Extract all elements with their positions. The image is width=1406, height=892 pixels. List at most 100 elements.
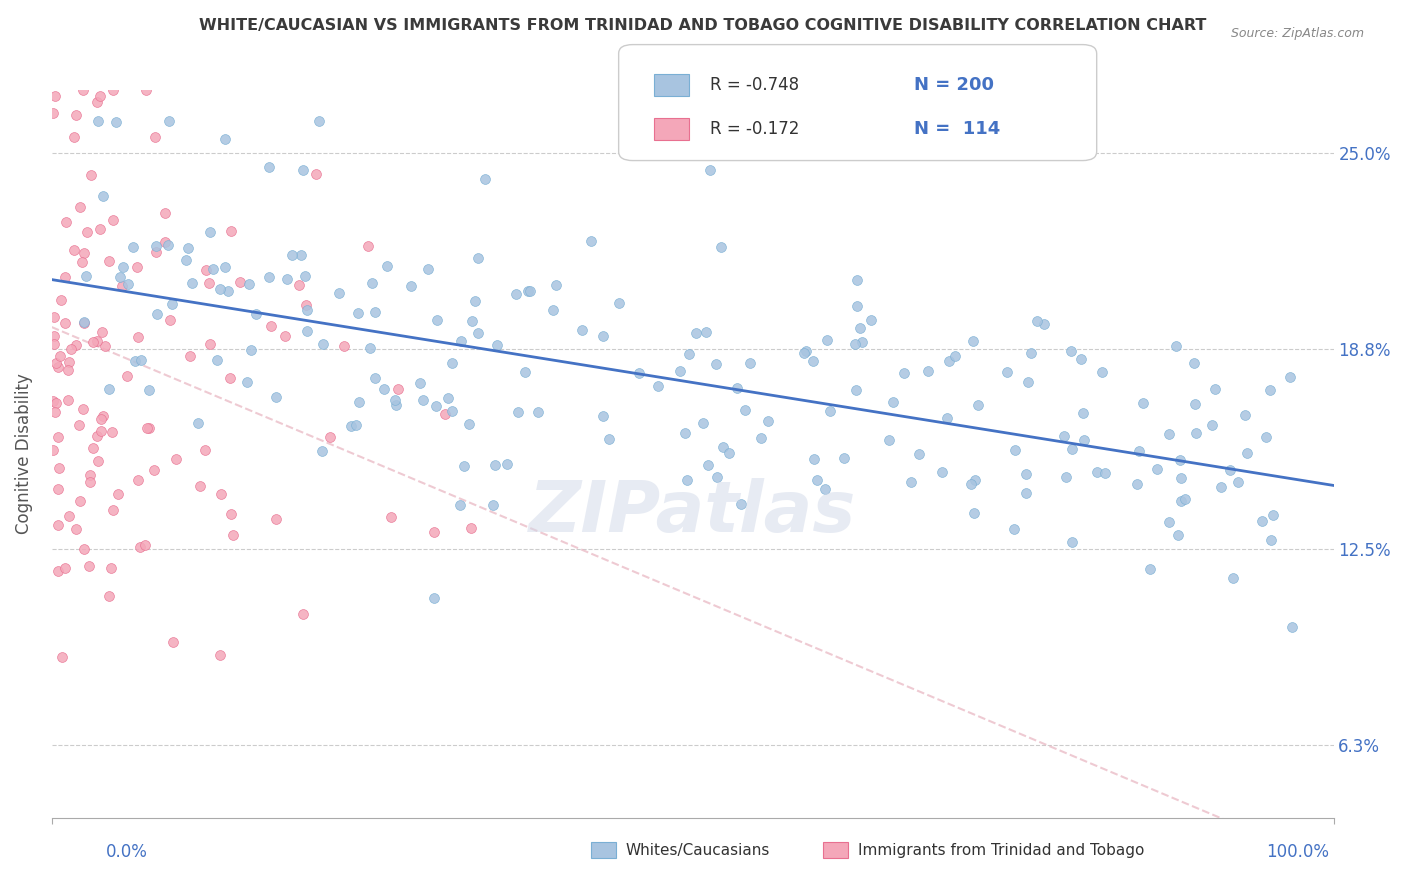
- Point: [851, 335, 873, 350]
- Point: [592, 329, 614, 343]
- Point: [55, 215, 77, 229]
- Point: [89, 222, 111, 236]
- Point: [67, 418, 90, 433]
- Point: [380, 509, 402, 524]
- Point: [288, 278, 311, 293]
- Point: [1233, 408, 1256, 422]
- Point: [1222, 571, 1244, 585]
- Point: [879, 433, 901, 447]
- Point: [90, 424, 112, 438]
- Point: [449, 499, 471, 513]
- Point: [416, 261, 439, 276]
- Text: N = 200: N = 200: [914, 76, 994, 94]
- Point: [900, 475, 922, 490]
- Point: [1128, 443, 1150, 458]
- Point: [42, 106, 65, 120]
- Point: [159, 313, 181, 327]
- Point: [344, 417, 367, 432]
- Point: [364, 305, 387, 319]
- Point: [1254, 430, 1277, 444]
- Point: [46, 564, 69, 578]
- Point: [87, 114, 110, 128]
- Point: [44, 88, 66, 103]
- Point: [734, 402, 756, 417]
- Point: [1219, 463, 1241, 477]
- Point: [696, 458, 718, 472]
- Point: [995, 365, 1018, 379]
- Point: [82, 442, 104, 456]
- Point: [496, 457, 519, 471]
- Point: [801, 354, 824, 368]
- Point: [46, 359, 69, 374]
- Point: [938, 354, 960, 368]
- Point: [73, 315, 96, 329]
- Point: [97, 254, 120, 268]
- Point: [692, 416, 714, 430]
- Point: [756, 414, 779, 428]
- Point: [1091, 365, 1114, 379]
- Point: [1015, 467, 1038, 481]
- Point: [305, 167, 328, 181]
- Point: [145, 239, 167, 253]
- Point: [434, 407, 457, 421]
- Point: [806, 473, 828, 487]
- Point: [48, 460, 70, 475]
- Point: [1060, 535, 1083, 549]
- Point: [160, 296, 183, 310]
- Point: [208, 283, 231, 297]
- Point: [967, 398, 990, 412]
- Point: [198, 337, 221, 351]
- Point: [1250, 514, 1272, 528]
- Point: [86, 95, 108, 109]
- Point: [820, 403, 842, 417]
- Point: [46, 483, 69, 497]
- Point: [111, 279, 134, 293]
- Point: [513, 365, 536, 379]
- Point: [409, 376, 432, 391]
- Point: [893, 366, 915, 380]
- Point: [165, 452, 187, 467]
- Text: ZIPatlas: ZIPatlas: [529, 477, 856, 547]
- Point: [138, 383, 160, 397]
- Point: [101, 503, 124, 517]
- Point: [63, 244, 86, 258]
- Point: [387, 382, 409, 396]
- Point: [849, 320, 872, 334]
- Point: [1164, 339, 1187, 353]
- Point: [117, 277, 139, 291]
- Point: [101, 213, 124, 227]
- Point: [803, 451, 825, 466]
- Point: [205, 352, 228, 367]
- Point: [65, 108, 87, 122]
- Point: [145, 245, 167, 260]
- Point: [49, 293, 72, 307]
- Point: [42, 393, 65, 408]
- Point: [1226, 475, 1249, 489]
- Point: [295, 324, 318, 338]
- Point: [1054, 470, 1077, 484]
- Point: [157, 237, 180, 252]
- Point: [1053, 429, 1076, 443]
- Point: [214, 131, 236, 145]
- Point: [97, 589, 120, 603]
- Point: [1168, 453, 1191, 467]
- Point: [725, 381, 748, 395]
- Point: [541, 303, 564, 318]
- Point: [845, 299, 868, 313]
- Point: [931, 465, 953, 479]
- Point: [44, 405, 66, 419]
- Point: [1062, 442, 1084, 457]
- Point: [814, 482, 837, 496]
- Point: [201, 261, 224, 276]
- Point: [592, 409, 614, 423]
- Point: [65, 522, 87, 536]
- Point: [740, 356, 762, 370]
- Point: [959, 477, 981, 491]
- Point: [72, 82, 94, 96]
- Point: [1167, 528, 1189, 542]
- Point: [129, 541, 152, 555]
- Point: [219, 370, 242, 384]
- Point: [917, 364, 939, 378]
- Point: [294, 268, 316, 283]
- Point: [115, 369, 138, 384]
